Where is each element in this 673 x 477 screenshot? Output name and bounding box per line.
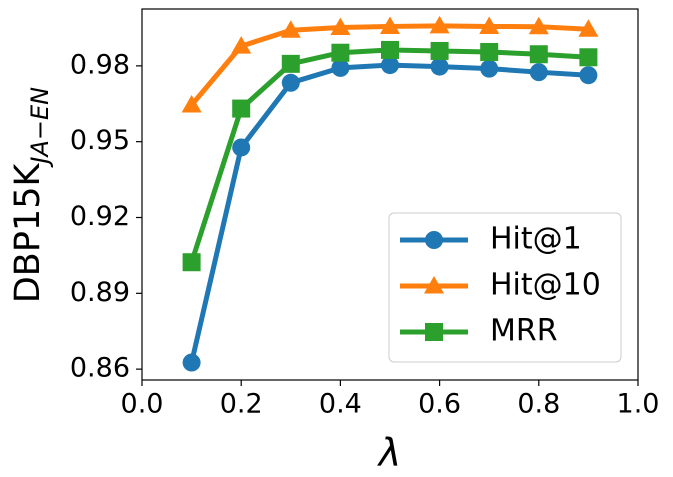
data-point-hit-1 xyxy=(529,63,548,82)
legend-marker-hit-10 xyxy=(424,276,444,294)
data-point-mrr xyxy=(529,45,548,64)
legend-entry-mrr: MRR xyxy=(400,314,558,349)
data-point-mrr xyxy=(281,54,300,73)
legend-entry-hit-10: Hit@10 xyxy=(400,268,601,303)
y-tick-label: 0.86 xyxy=(70,353,130,384)
x-tick-label: 0.4 xyxy=(319,389,362,420)
x-axis-label: λ xyxy=(377,431,402,474)
data-point-mrr xyxy=(182,253,201,272)
legend: Hit@1 Hit@10 MRR xyxy=(388,212,622,363)
data-point-mrr xyxy=(480,42,499,61)
data-point-mrr xyxy=(430,41,449,60)
legend-label-mrr: MRR xyxy=(490,314,558,349)
series-hit-1 xyxy=(182,56,598,372)
data-point-mrr xyxy=(381,40,399,59)
x-tick-label: 0.8 xyxy=(517,389,560,420)
y-axis: 0.86 0.89 0.92 0.95 0.98 xyxy=(70,49,142,384)
plot-frame xyxy=(141,8,639,381)
y-tick-label: 0.89 xyxy=(70,277,130,308)
x-tick-label: 0.0 xyxy=(121,389,164,420)
data-point-hit-1 xyxy=(430,57,449,76)
data-point-hit-10 xyxy=(181,95,202,113)
x-tick-label: 0.2 xyxy=(220,389,263,420)
legend-label-hit-10: Hit@10 xyxy=(490,268,601,303)
data-point-mrr xyxy=(579,48,598,67)
data-point-hit-1 xyxy=(331,58,350,77)
data-point-hit-10 xyxy=(479,16,500,34)
legend-label-hit-1: Hit@1 xyxy=(490,222,582,257)
data-point-hit-1 xyxy=(381,56,399,75)
data-point-hit-1 xyxy=(232,138,251,157)
data-point-hit-1 xyxy=(480,59,499,78)
legend-marker-mrr xyxy=(425,323,443,341)
x-axis: 0.0 0.2 0.4 0.6 0.8 1.0 xyxy=(121,380,660,420)
y-axis-label: DBP15KJA−EN xyxy=(8,87,54,303)
data-point-hit-1 xyxy=(579,66,598,85)
y-axis-label-main: DBP15K xyxy=(8,163,48,304)
data-point-hit-10 xyxy=(280,20,301,38)
svg-text:DBP15KJA−EN: DBP15KJA−EN xyxy=(8,87,54,303)
legend-box xyxy=(388,212,622,363)
data-point-hit-10 xyxy=(528,16,549,35)
series-layer xyxy=(181,15,599,372)
data-point-hit-10 xyxy=(330,17,351,35)
legend-marker-hit-1 xyxy=(425,231,443,249)
y-tick-label: 0.95 xyxy=(70,125,130,156)
data-point-hit-1 xyxy=(281,73,300,92)
legend-entry-hit-1: Hit@1 xyxy=(400,222,582,257)
y-axis-label-subscript: JA−EN xyxy=(26,87,54,168)
data-point-mrr xyxy=(232,99,251,118)
data-point-hit-10 xyxy=(231,36,252,54)
y-tick-label: 0.98 xyxy=(70,49,130,80)
y-tick-label: 0.92 xyxy=(70,201,130,232)
data-point-mrr xyxy=(331,43,350,62)
data-point-hit-1 xyxy=(182,353,201,372)
x-tick-label: 0.6 xyxy=(418,389,461,420)
data-point-hit-10 xyxy=(578,19,599,37)
series-hit-10 xyxy=(181,15,599,113)
x-tick-label: 1.0 xyxy=(617,389,660,420)
data-point-hit-10 xyxy=(429,15,450,34)
series-mrr xyxy=(182,40,598,272)
data-point-hit-10 xyxy=(380,16,400,34)
